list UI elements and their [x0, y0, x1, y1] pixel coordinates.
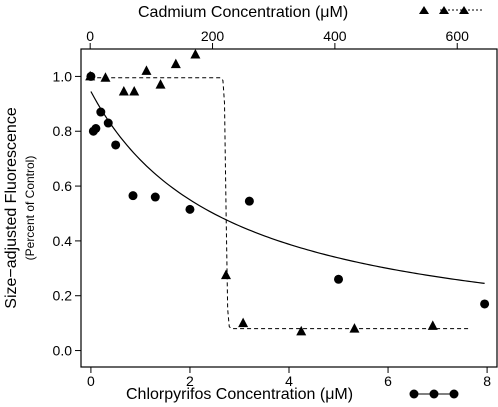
cadmium-point: [220, 269, 231, 280]
cadmium-point: [190, 48, 201, 59]
chlorpyrifos-point: [334, 274, 344, 284]
chlorpyrifos-point: [185, 204, 195, 214]
y-tick-label: 0.8: [53, 123, 73, 139]
chlorpyrifos-point: [111, 140, 121, 150]
y-axis-ticks: 0.0 0.2 0.4 0.6 0.8 1.0: [53, 68, 81, 359]
x-bottom-legend-dot-2: [429, 389, 439, 399]
y-tick-label: 0.4: [53, 233, 73, 249]
cadmium-point: [238, 317, 249, 328]
cadmium-point: [296, 325, 307, 336]
cadmium-point: [118, 85, 129, 96]
chlorpyrifos-point: [91, 124, 101, 133]
plot-frame: [80, 48, 498, 368]
x-top-legend-triangle-1: [419, 6, 429, 14]
x-top-tick-label: 600: [446, 28, 470, 44]
x-top-axis-title: Cadmium Concentration (μM): [138, 4, 348, 21]
x-top-legend-triangle-2: [439, 6, 449, 14]
cadmium-point: [170, 58, 181, 69]
x-bottom-tick-label: 8: [483, 373, 491, 389]
x-top-axis-ticks: 0 200 400 600: [86, 28, 469, 49]
cadmium-point: [141, 65, 152, 75]
x-bottom-tick-label: 4: [285, 373, 293, 389]
chlorpyrifos-point: [103, 118, 113, 128]
x-bottom-axis-ticks: 0 2 4 6 8: [87, 367, 491, 389]
data-points: [85, 48, 490, 336]
chlorpyrifos-point: [128, 191, 138, 201]
cadmium-point: [100, 72, 111, 82]
x-top-tick-label: 400: [323, 28, 347, 44]
x-bottom-legend-dot-1: [409, 389, 419, 399]
x-top-tick-label: 200: [201, 28, 225, 44]
x-top-legend-triangle-3: [459, 6, 469, 14]
chlorpyrifos-point: [480, 299, 490, 309]
chlorpyrifos-point: [96, 107, 106, 117]
y-tick-label: 0.0: [53, 343, 73, 359]
x-top-tick-label: 0: [86, 28, 94, 44]
x-bottom-axis-title: Chlorpyrifos Concentration (μM): [126, 386, 353, 403]
y-tick-label: 1.0: [53, 68, 73, 84]
cadmium-point: [85, 70, 96, 81]
x-bottom-tick-label: 2: [186, 373, 194, 389]
y-tick-label: 0.2: [53, 288, 73, 304]
x-bottom-legend-dot-3: [449, 389, 459, 399]
x-bottom-legend-key: [409, 389, 459, 399]
chlorpyrifos-point: [244, 196, 254, 206]
x-top-legend-key: [419, 6, 482, 14]
y-tick-label: 0.6: [53, 178, 73, 194]
cadmium-point: [427, 320, 438, 330]
y-axis-subtitle: (Percent of Control): [23, 156, 37, 261]
chlorpyrifos-fit-line: [90, 91, 485, 284]
cadmium-fit-line: [90, 77, 470, 330]
chlorpyrifos-point: [150, 192, 160, 202]
x-bottom-tick-label: 0: [87, 373, 95, 389]
cadmium-point: [349, 323, 360, 333]
cadmium-point: [129, 85, 140, 96]
y-axis-title: Size−adjusted Fluorescence: [3, 107, 20, 309]
x-bottom-tick-label: 6: [384, 373, 392, 389]
cadmium-point: [155, 79, 166, 89]
fit-lines: [90, 77, 485, 330]
